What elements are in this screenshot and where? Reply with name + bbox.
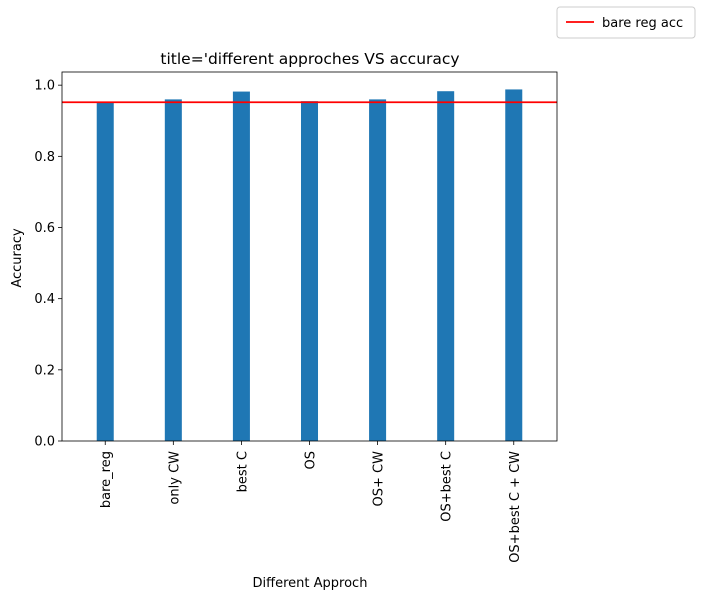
legend-entry-bare-reg-acc: bare reg acc [602,16,683,31]
bar-4 [369,99,387,441]
x-axis-label: Different Approch [253,576,368,591]
bar-1 [164,99,182,441]
bar-6 [505,89,523,441]
legend: bare reg acc [556,6,696,39]
bar-5 [437,91,455,442]
x-tick-label-3: OS [304,451,319,469]
x-tick-label-1: only CW [167,451,182,505]
x-tick-label-2: best C [235,451,250,492]
x-tick-label-4: OS+ CW [372,451,387,507]
axes-frame [61,71,558,442]
bar-0 [96,102,114,441]
bar-2 [232,91,250,442]
y-axis-label: Accuracy [10,228,25,288]
y-tick-label-5: 1.0 [34,79,55,94]
x-tick-label-0: bare_reg [99,451,114,508]
y-tick-label-0: 0.0 [34,435,55,450]
y-tick-label-1: 0.2 [34,363,55,378]
bar-3 [300,101,319,441]
plot-area: bare_reg only CW best C OS OS+ CW OS+best C OS… [34,71,558,563]
y-tick-label-3: 0.6 [34,221,55,236]
x-tick-label-5: OS+best C [440,451,455,522]
y-tick-label-4: 0.8 [34,150,55,165]
x-tick-label-6: OS+best C + CW [508,451,523,563]
legend-box [556,6,696,39]
chart-title: title='different approches VS accuracy [160,50,459,68]
y-tick-label-2: 0.4 [34,292,55,307]
